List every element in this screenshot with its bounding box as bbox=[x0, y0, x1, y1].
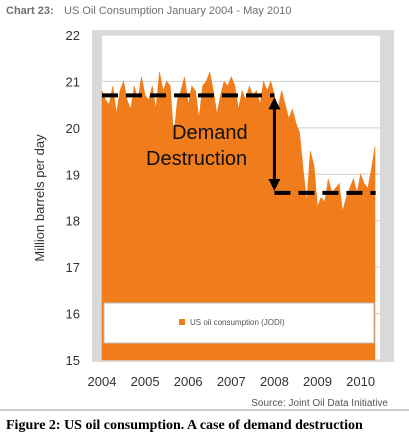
y-tick-label-16: 16 bbox=[66, 307, 80, 322]
y-tick-label-19: 19 bbox=[66, 167, 80, 182]
y-tick-label-22: 22 bbox=[66, 28, 80, 43]
chart-title: US Oil Consumption January 2004 - May 20… bbox=[64, 5, 291, 17]
y-tick-label-21: 21 bbox=[66, 74, 80, 89]
x-tick-label-2007: 2007 bbox=[217, 374, 246, 389]
y-axis-label: Million barrels per day bbox=[32, 134, 47, 262]
annotation-group bbox=[102, 93, 376, 195]
x-tick-labels: 2004 2005 2006 2007 2008 2009 2010 bbox=[88, 374, 376, 389]
x-tick-label-2009: 2009 bbox=[303, 374, 332, 389]
figure-caption: Figure 2: US oil consumption. A case of … bbox=[6, 418, 363, 433]
y-tick-labels: 15 16 17 18 19 20 21 22 bbox=[66, 28, 80, 368]
annotation-destruction: Destruction bbox=[146, 148, 247, 170]
x-tick-label-2006: 2006 bbox=[174, 374, 203, 389]
legend-swatch bbox=[179, 319, 185, 325]
y-tick-label-20: 20 bbox=[66, 121, 80, 136]
annotation-demand: Demand bbox=[172, 122, 248, 144]
x-tick-label-2008: 2008 bbox=[260, 374, 289, 389]
x-tick-label-2005: 2005 bbox=[131, 374, 160, 389]
chart-number: Chart 23: bbox=[6, 5, 54, 17]
y-tick-label-17: 17 bbox=[66, 260, 80, 275]
series-area-us-oil-consumption bbox=[101, 71, 376, 361]
series-area-group bbox=[101, 71, 376, 361]
legend-label: US oil consumption (JODI) bbox=[190, 318, 285, 327]
y-tick-label-18: 18 bbox=[66, 214, 80, 229]
source-note: Source: Joint Oil Data Initiative bbox=[251, 398, 388, 409]
x-tick-label-2010: 2010 bbox=[346, 374, 375, 389]
legend-box bbox=[103, 302, 375, 344]
x-tick-label-2004: 2004 bbox=[88, 374, 117, 389]
y-tick-label-15: 15 bbox=[66, 353, 80, 368]
